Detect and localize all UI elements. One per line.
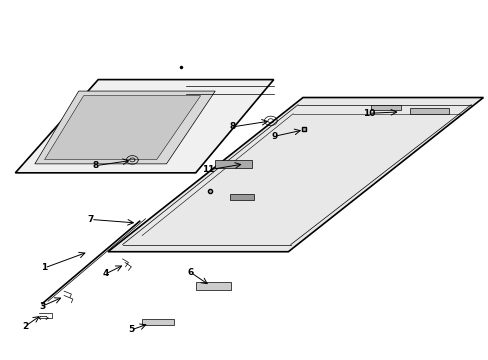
Polygon shape xyxy=(215,160,251,168)
Text: 11: 11 xyxy=(201,166,214,175)
Polygon shape xyxy=(195,282,230,290)
Polygon shape xyxy=(409,108,448,114)
Polygon shape xyxy=(44,96,200,159)
Text: 8: 8 xyxy=(92,161,99,170)
Polygon shape xyxy=(108,98,483,252)
Polygon shape xyxy=(142,319,173,325)
Polygon shape xyxy=(35,91,215,164)
Text: 8: 8 xyxy=(229,122,235,131)
Text: 7: 7 xyxy=(87,215,94,224)
Polygon shape xyxy=(370,105,400,110)
Text: 5: 5 xyxy=(128,325,134,334)
Text: 10: 10 xyxy=(362,109,374,118)
Text: 6: 6 xyxy=(187,268,194,277)
Polygon shape xyxy=(15,80,273,173)
Text: 9: 9 xyxy=(271,132,277,141)
Text: 4: 4 xyxy=(102,269,108,278)
Text: 3: 3 xyxy=(39,302,45,311)
Text: 2: 2 xyxy=(22,322,28,331)
Text: 1: 1 xyxy=(41,264,48,273)
Polygon shape xyxy=(229,194,254,200)
